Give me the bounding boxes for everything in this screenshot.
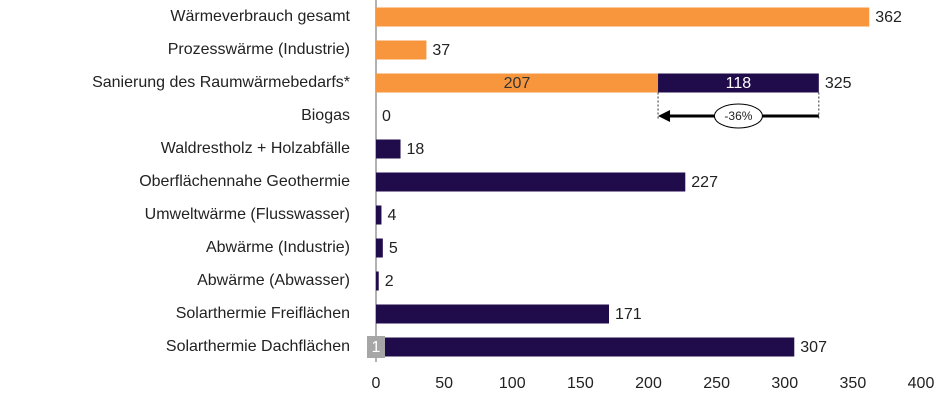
y-tick-label: Solarthermie Dachflächen — [166, 338, 350, 355]
bar-value-label: 207 — [504, 75, 531, 92]
y-tick-label: Oberflächennahe Geothermie — [139, 173, 350, 190]
bar — [658, 73, 819, 93]
bar-value-label: 18 — [407, 141, 425, 158]
bar-value-label: 118 — [726, 75, 752, 92]
bar-value-label: 307 — [800, 339, 827, 356]
bar-value-label: 227 — [691, 174, 718, 191]
y-tick-label: Sanierung des Raumwärmebedarfs* — [92, 74, 350, 91]
y-tick-label: Wärmeverbrauch gesamt — [170, 8, 350, 25]
bar — [376, 304, 609, 324]
page-number-box — [367, 336, 385, 358]
x-tick-label: 350 — [840, 375, 867, 392]
x-tick-label: 200 — [635, 375, 662, 392]
bar-value-label: 0 — [382, 108, 391, 125]
bar-value-label: 4 — [387, 207, 396, 224]
bar — [376, 238, 383, 258]
x-tick-label: 50 — [435, 375, 453, 392]
y-tick-label: Prozesswärme (Industrie) — [168, 41, 350, 58]
y-tick-label: Abwärme (Abwasser) — [197, 272, 350, 289]
bar — [376, 73, 659, 93]
annotation-bubble — [713, 103, 763, 129]
x-tick-label: 400 — [908, 375, 935, 392]
page-number: 1 — [372, 339, 381, 356]
bar-value-label: 5 — [389, 240, 398, 257]
bar — [376, 7, 870, 27]
bar-value-label: 362 — [875, 9, 902, 26]
bar — [376, 40, 427, 60]
total-label: 325 — [825, 75, 852, 92]
bar — [376, 337, 795, 357]
bar — [376, 205, 382, 225]
y-tick-label: Solarthermie Freiflächen — [176, 305, 350, 322]
bar-value-label: 2 — [385, 273, 394, 290]
bar — [376, 271, 379, 291]
y-tick-label: Waldrestholz + Holzabfälle — [161, 140, 350, 157]
bar-value-label: 171 — [615, 306, 642, 323]
x-tick-label: 100 — [499, 375, 526, 392]
bar — [376, 172, 686, 192]
x-tick-label: 300 — [771, 375, 798, 392]
x-tick-label: 0 — [372, 375, 381, 392]
bar — [376, 139, 401, 159]
arrow-head — [658, 110, 671, 122]
y-tick-label: Abwärme (Industrie) — [206, 239, 350, 256]
y-tick-label: Umweltwärme (Flusswasser) — [145, 206, 350, 223]
bar-value-label: 37 — [432, 42, 450, 59]
x-tick-label: 150 — [567, 375, 594, 392]
annotation: -36% — [724, 109, 752, 123]
x-tick-label: 250 — [703, 375, 730, 392]
y-tick-label: Biogas — [301, 107, 350, 124]
